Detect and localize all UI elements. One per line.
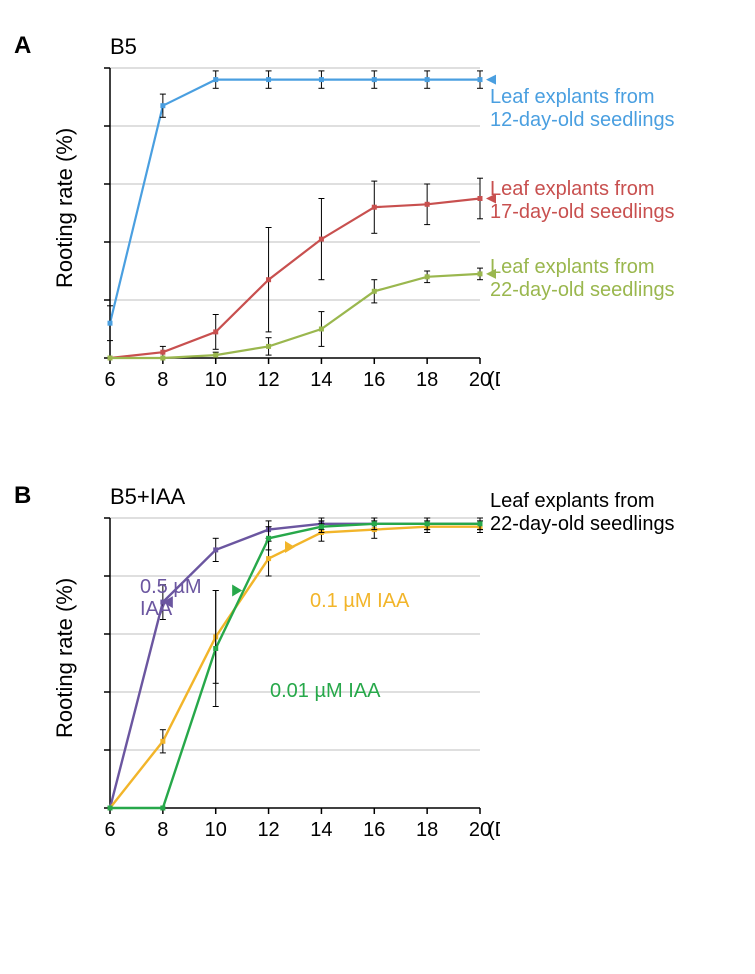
svg-text:6: 6 (104, 369, 115, 391)
panel-b-title: B5+IAA (110, 484, 185, 510)
svg-text:10: 10 (205, 819, 227, 841)
svg-text:18: 18 (416, 819, 438, 841)
panel-a: A B5 Rooting rate (%) 020406080100681012… (10, 32, 745, 432)
svg-text:16: 16 (363, 819, 385, 841)
svg-text:(DAC): (DAC) (488, 819, 500, 841)
svg-text:12: 12 (257, 369, 279, 391)
svg-text:8: 8 (157, 819, 168, 841)
svg-text:14: 14 (310, 819, 332, 841)
label-iaa05: 0.5 µM IAA (140, 576, 202, 620)
svg-text:16: 16 (363, 369, 385, 391)
label-iaa001: 0.01 µM IAA (270, 680, 380, 702)
svg-text:(DAC): (DAC) (488, 369, 500, 391)
label-iaa01: 0.1 µM IAA (310, 590, 409, 612)
svg-text:8: 8 (157, 369, 168, 391)
label-s12: Leaf explants from 12-day-old seedlings (490, 86, 675, 132)
panel-b-letter: B (14, 482, 31, 510)
label-s22: Leaf explants from 22-day-old seedlings (490, 256, 675, 302)
panel-a-letter: A (14, 32, 31, 60)
panel-b-chart: Rooting rate (%) 02040608010068101214161… (100, 508, 745, 848)
panel-a-chart: Rooting rate (%) 02040608010068101214161… (100, 58, 745, 398)
label-s17: Leaf explants from 17-day-old seedlings (490, 178, 675, 224)
svg-text:6: 6 (104, 819, 115, 841)
panel-a-ylabel: Rooting rate (%) (52, 128, 78, 288)
svg-text:14: 14 (310, 369, 332, 391)
svg-text:12: 12 (257, 819, 279, 841)
svg-text:18: 18 (416, 369, 438, 391)
panel-a-title: B5 (110, 34, 137, 60)
panel-b-ylabel: Rooting rate (%) (52, 578, 78, 738)
svg-text:10: 10 (205, 369, 227, 391)
panel-b-header-label: Leaf explants from 22-day-old seedlings (490, 490, 675, 536)
panel-b: B B5+IAA Rooting rate (%) 02040608010068… (10, 482, 745, 902)
